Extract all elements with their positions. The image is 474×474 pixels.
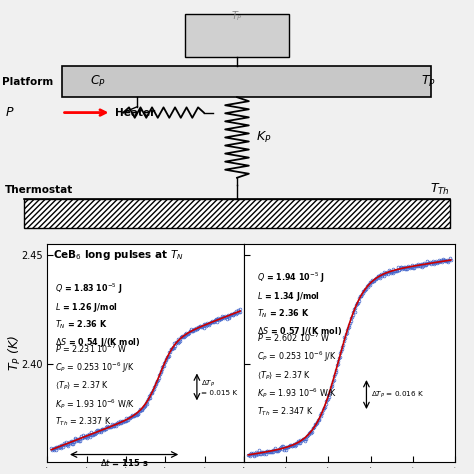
Text: Thermostat: Thermostat [5,184,73,195]
Text: $Q$ = 1.83 10$^{-5}$ J
$L$ = 1.26 J/mol
$T_N$ = 2.36 K
$\Delta S$ = 0.54 J/(K mo: $Q$ = 1.83 10$^{-5}$ J $L$ = 1.26 J/mol … [55,281,141,349]
Text: $Q$ = 1.94 10$^{-5}$ J
$L$ = 1.34 J/mol
$T_N$ = 2.36 K
$\Delta S$ = 0.57 J/(K mo: $Q$ = 1.94 10$^{-5}$ J $L$ = 1.34 J/mol … [257,270,342,338]
Bar [185,14,289,57]
Text: $\Delta T_P$
= 0.015 K: $\Delta T_P$ = 0.015 K [201,378,237,395]
Text: $P$: $P$ [5,106,14,119]
Text: $\Delta t$ = 115 s: $\Delta t$ = 115 s [100,456,148,468]
Text: $T_P$: $T_P$ [231,9,243,24]
Bar [24,199,450,228]
Text: $P$ = 2.602 10$^{-7}$ W
$C_P$ = 0.253 10$^{-6}$ J/K
$\langle T_P\rangle$ = 2.37 : $P$ = 2.602 10$^{-7}$ W $C_P$ = 0.253 10… [257,331,337,418]
Text: $K_P$: $K_P$ [256,130,272,145]
Text: CeB$_6$ long pulses at $T_N$: CeB$_6$ long pulses at $T_N$ [53,248,184,263]
Text: $T_P$ (K): $T_P$ (K) [7,335,23,371]
Text: Platform: Platform [2,77,54,87]
Text: $T_P$: $T_P$ [421,74,436,89]
Text: $T_{Th}$: $T_{Th}$ [430,182,450,197]
Text: $\Delta T_P$ = 0.016 K: $\Delta T_P$ = 0.016 K [371,390,424,400]
Text: $P$ = 2.231 10$^{-7}$ W
$C_P$ = 0.253 10$^{-6}$ J/K
$\langle T_P\rangle$ = 2.37 : $P$ = 2.231 10$^{-7}$ W $C_P$ = 0.253 10… [55,342,136,428]
Text: Heater: Heater [115,108,155,118]
Bar [62,66,431,97]
Text: $C_P$: $C_P$ [90,74,106,89]
